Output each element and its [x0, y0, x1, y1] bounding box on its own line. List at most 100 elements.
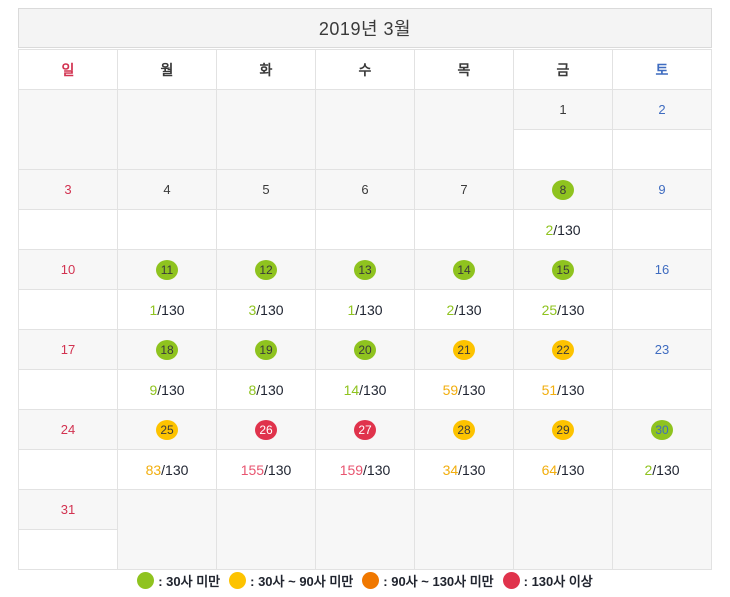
date-cell-18[interactable]: 18 [117, 329, 217, 370]
date-cell-27[interactable]: 27 [315, 409, 415, 450]
date-cell-13[interactable]: 13 [315, 249, 415, 290]
count-value: 2 [644, 461, 653, 478]
legend-dot-yellow-icon [229, 571, 247, 589]
count-capacity: /130 [557, 301, 585, 318]
count-capacity: /130 [264, 461, 292, 478]
count-capacity: /130 [458, 461, 486, 478]
count-value: 59 [442, 381, 459, 398]
count-capacity: /130 [256, 301, 284, 318]
date-cell-28[interactable]: 28 [414, 409, 514, 450]
date-cell-12[interactable]: 12 [216, 249, 316, 290]
status-circle-yellow: 22 [552, 339, 574, 360]
count-cell-14: 2/130 [414, 289, 514, 330]
date-cell-3[interactable]: 3 [18, 169, 118, 210]
date-cell-5[interactable]: 5 [216, 169, 316, 210]
count-capacity: /130 [652, 461, 680, 478]
count-capacity: /130 [359, 381, 387, 398]
count-capacity: /130 [454, 301, 482, 318]
count-cell-26: 155/130 [216, 449, 316, 490]
count-value: 1 [149, 301, 158, 318]
count-value: 2 [545, 221, 554, 238]
count-capacity: /130 [553, 221, 581, 238]
legend-label: : 90사 ~ 130사 미만 [383, 573, 494, 589]
date-cell-29[interactable]: 29 [513, 409, 613, 450]
count-cell-12: 3/130 [216, 289, 316, 330]
legend-item-red: : 130사 이상 [502, 571, 593, 590]
count-value: 51 [541, 381, 558, 398]
count-cell-22: 51/130 [513, 369, 613, 410]
date-cell-14[interactable]: 14 [414, 249, 514, 290]
date-cell-26[interactable]: 26 [216, 409, 316, 450]
empty-cell [612, 489, 712, 570]
status-circle-green: 12 [255, 259, 277, 280]
date-cell-4[interactable]: 4 [117, 169, 217, 210]
count-value: 14 [343, 381, 360, 398]
status-circle-green: 13 [354, 259, 376, 280]
count-cell-13: 1/130 [315, 289, 415, 330]
count-cell-29: 64/130 [513, 449, 613, 490]
count-capacity: /130 [363, 461, 391, 478]
count-cell-6 [315, 209, 415, 250]
legend-label: : 30사 미만 [158, 573, 221, 589]
date-cell-11[interactable]: 11 [117, 249, 217, 290]
count-cell-3 [18, 209, 118, 250]
date-cell-9[interactable]: 9 [612, 169, 712, 210]
day-header-tue: 화 [216, 49, 316, 90]
empty-cell [18, 89, 118, 170]
count-capacity: /130 [157, 301, 185, 318]
date-cell-7[interactable]: 7 [414, 169, 514, 210]
count-capacity: /130 [458, 381, 486, 398]
empty-cell [216, 89, 316, 170]
count-cell-28: 34/130 [414, 449, 514, 490]
count-value: 1 [347, 301, 356, 318]
day-header-fri: 금 [513, 49, 613, 90]
count-cell-31 [18, 529, 118, 570]
status-circle-green: 11 [156, 259, 178, 280]
count-capacity: /130 [557, 381, 585, 398]
date-cell-31[interactable]: 31 [18, 489, 118, 530]
date-cell-25[interactable]: 25 [117, 409, 217, 450]
day-header-mon: 월 [117, 49, 217, 90]
day-header-wed: 수 [315, 49, 415, 90]
legend-item-yellow: : 30사 ~ 90사 미만 [229, 571, 353, 590]
legend-item-green: : 30사 미만 [137, 571, 220, 590]
date-cell-19[interactable]: 19 [216, 329, 316, 370]
date-cell-2[interactable]: 2 [612, 89, 712, 130]
count-cell-18: 9/130 [117, 369, 217, 410]
status-circle-yellow: 21 [453, 339, 475, 360]
empty-cell [117, 489, 217, 570]
day-header-thu: 목 [414, 49, 514, 90]
date-cell-17[interactable]: 17 [18, 329, 118, 370]
count-cell-23 [612, 369, 712, 410]
status-legend: : 30사 미만 : 30사 ~ 90사 미만 : 90사 ~ 130사 미만 : 1… [0, 566, 730, 594]
count-value: 159 [339, 461, 364, 478]
legend-dot-orange-icon [362, 571, 380, 589]
count-capacity: /130 [557, 461, 585, 478]
status-circle-green: 18 [156, 339, 178, 360]
date-cell-10[interactable]: 10 [18, 249, 118, 290]
date-cell-30[interactable]: 30 [612, 409, 712, 450]
date-cell-21[interactable]: 21 [414, 329, 514, 370]
date-cell-22[interactable]: 22 [513, 329, 613, 370]
status-circle-green: 20 [354, 339, 376, 360]
count-value: 9 [149, 381, 158, 398]
date-cell-23[interactable]: 23 [612, 329, 712, 370]
date-cell-24[interactable]: 24 [18, 409, 118, 450]
count-cell-10 [18, 289, 118, 330]
count-cell-2 [612, 129, 712, 170]
date-cell-15[interactable]: 15 [513, 249, 613, 290]
date-cell-8[interactable]: 8 [513, 169, 613, 210]
count-cell-25: 83/130 [117, 449, 217, 490]
count-capacity: /130 [157, 381, 185, 398]
count-value: 34 [442, 461, 459, 478]
count-cell-9 [612, 209, 712, 250]
empty-cell [216, 489, 316, 570]
status-circle-red: 27 [354, 419, 376, 440]
date-cell-6[interactable]: 6 [315, 169, 415, 210]
date-cell-16[interactable]: 16 [612, 249, 712, 290]
date-cell-1[interactable]: 1 [513, 89, 613, 130]
date-cell-20[interactable]: 20 [315, 329, 415, 370]
count-value: 2 [446, 301, 455, 318]
status-circle-yellow: 29 [552, 419, 574, 440]
